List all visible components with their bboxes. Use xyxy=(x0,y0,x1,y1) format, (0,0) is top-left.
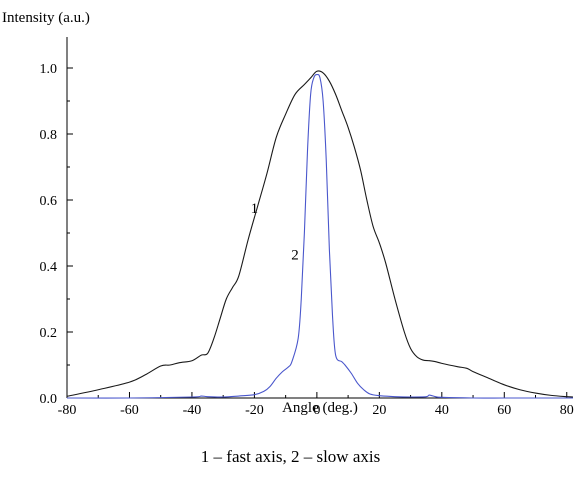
series-labels: 12 xyxy=(251,201,299,263)
chart: Intensity (a.u.) Angle (deg.) -80 -60 -40-… xyxy=(2,10,574,418)
x-tick-label: 60 xyxy=(497,403,511,418)
series-label-2: 2 xyxy=(291,247,299,263)
y-tick-label: 0.8 xyxy=(40,128,58,143)
ticks: -80 -60 -40 -20 0 20 40 60 80 0.0 0.2 0.4 0.6 0.8 1.0 xyxy=(40,62,574,418)
x-tick-label: -40 xyxy=(183,403,202,418)
y-tick-label: 0.0 xyxy=(40,392,58,407)
x-tick-label: -20 xyxy=(245,403,264,418)
y-tick-label: 0.4 xyxy=(40,260,58,275)
x-tick-label: -60 xyxy=(120,403,139,418)
x-axis-label: Angle (deg.) xyxy=(282,400,358,416)
x-tick-label: -80 xyxy=(58,403,77,418)
y-tick-label: 0.2 xyxy=(40,326,58,341)
series-label-1: 1 xyxy=(251,201,259,217)
x-tick-label: 40 xyxy=(435,403,449,418)
axes xyxy=(66,37,573,399)
x-tick-label: 80 xyxy=(560,403,574,418)
y-axis-label: Intensity (a.u.) xyxy=(2,10,90,26)
series-layer xyxy=(66,70,574,399)
series-line-1 xyxy=(66,70,574,398)
caption: 1 – fast axis, 2 – slow axis xyxy=(200,447,381,466)
y-tick-label: 0.6 xyxy=(40,194,58,209)
x-tick-label: 0 xyxy=(313,403,320,418)
series-line-2 xyxy=(66,73,573,399)
x-tick-label: 20 xyxy=(372,403,386,418)
y-tick-label: 1.0 xyxy=(40,62,58,77)
